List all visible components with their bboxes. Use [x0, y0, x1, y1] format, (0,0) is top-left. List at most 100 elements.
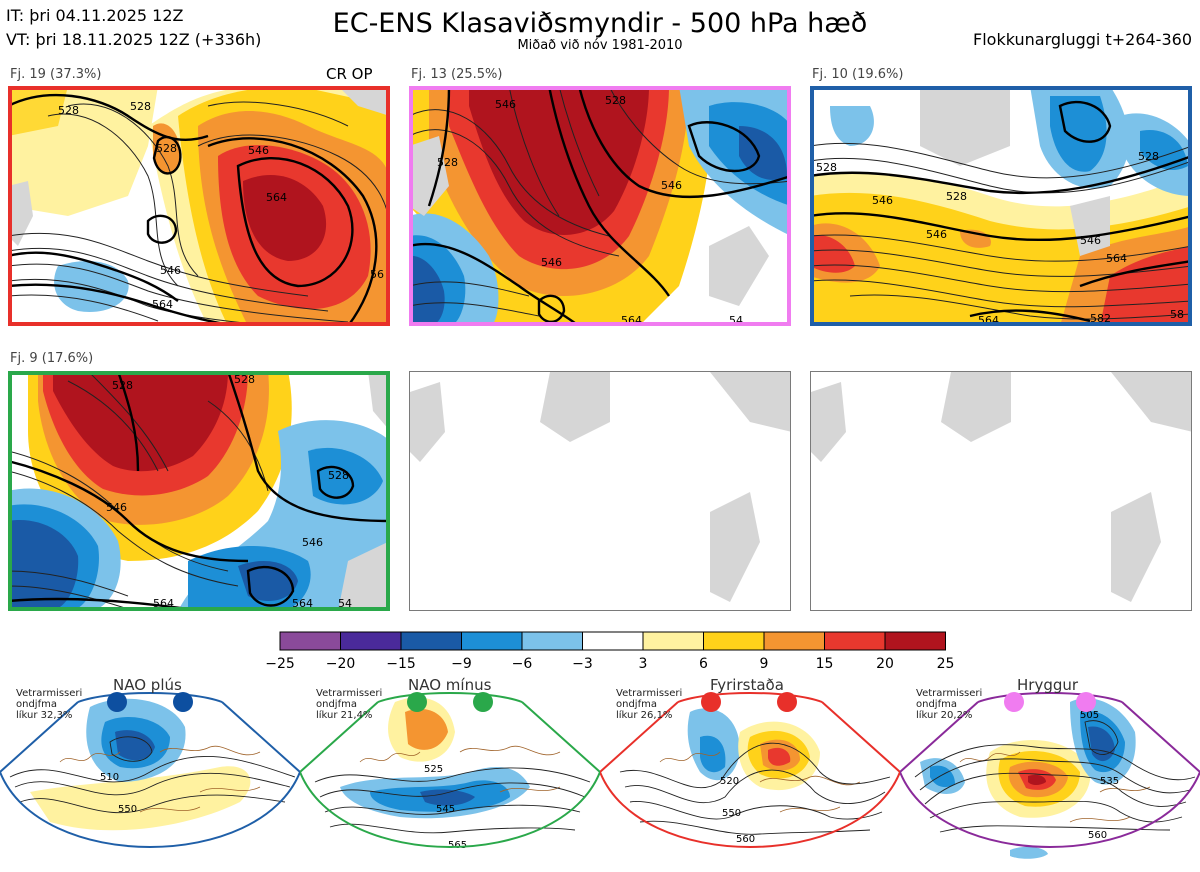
colorbar-cell — [521, 631, 583, 651]
page-subtitle: Miðað við nóv 1981-2010 — [517, 38, 683, 53]
colorbar-cell — [340, 631, 402, 651]
regime-nao-plus: 510 550 NAO plús Vetrarmisseri ondjfma l… — [0, 672, 300, 872]
colorbar-tick-label: 3 — [639, 656, 648, 672]
contour-label: 528 — [328, 469, 349, 482]
colorbar-tick-label: −15 — [386, 656, 416, 672]
contour-label: 546 — [1080, 234, 1101, 247]
colorbar-cell — [763, 631, 825, 651]
contour-label: 58 — [1170, 308, 1184, 321]
contour-label: 564 — [266, 191, 287, 204]
regime-nao-minus: 525 545 565 NAO mínus Vetrarmisseri ondj… — [300, 672, 600, 872]
regime-title: NAO plús — [113, 676, 182, 694]
colorbar-tick-label: −6 — [512, 656, 533, 672]
contour-label: 528 — [130, 100, 151, 113]
colorbar-cell — [400, 631, 462, 651]
issue-time: IT: þri 04.11.2025 12Z — [6, 6, 184, 25]
page-title: EC-ENS Klasaviðsmyndir - 500 hPa hæð — [332, 8, 868, 39]
cluster-frame — [8, 371, 390, 611]
colorbar-cell — [642, 631, 704, 651]
contour-label: 564 — [152, 298, 173, 311]
contour-label: 560 — [1088, 830, 1107, 841]
regime-title: NAO mínus — [408, 676, 492, 694]
contour-label: 510 — [100, 772, 119, 783]
contour-label: 54 — [338, 597, 352, 610]
regime-info: Vetrarmisseri ondjfma líkur 26,1% — [616, 688, 683, 721]
contour-label: 525 — [424, 764, 443, 775]
regime-title: Fyrirstaða — [710, 676, 784, 694]
colorbar-cell — [582, 631, 644, 651]
colorbar-cell — [461, 631, 523, 651]
cluster-label: Fj. 13 (25.5%) — [411, 67, 503, 82]
regime-info: Vetrarmisseri ondjfma líkur 21,4% — [316, 688, 383, 721]
contour-label: 546 — [302, 536, 323, 549]
cluster-map-fj13: 546 528 528 546 546 564 54 — [409, 86, 791, 326]
contour-label: 505 — [1080, 710, 1099, 721]
regime-frame — [0, 692, 300, 848]
colorbar-tick-label: −25 — [265, 656, 295, 672]
contour-label: 546 — [661, 179, 682, 192]
regime-dot — [1076, 692, 1096, 712]
contour-label: 535 — [1100, 776, 1119, 787]
contour-label: 564 — [153, 597, 174, 610]
colorbar-cell — [824, 631, 886, 651]
contour-label: 550 — [722, 808, 741, 819]
contour-label: 564 — [1106, 252, 1127, 265]
contour-label: 520 — [720, 776, 739, 787]
regime-dot — [777, 692, 797, 712]
contour-label: 56 — [370, 268, 384, 281]
regime-info: Vetrarmisseri ondjfma líkur 20,2% — [916, 688, 983, 721]
regime-frame — [600, 692, 900, 848]
cluster-map-fj19: 528 528 528 546 564 546 564 56 — [8, 86, 390, 326]
contour-label: 546 — [160, 264, 181, 277]
regime-dot — [473, 692, 493, 712]
colorbar-cell — [884, 631, 946, 651]
colorbar-tick-label: 15 — [816, 656, 834, 672]
cluster-map-fj10: 528 528 528 546 546 546 564 582 564 58 — [810, 86, 1192, 326]
contour-label: 528 — [58, 104, 79, 117]
regime-frame — [900, 692, 1200, 848]
contour-label: 546 — [495, 98, 516, 111]
regime-dot — [173, 692, 193, 712]
contour-label: 550 — [118, 804, 137, 815]
regime-blocking: 520 550 560 Fyrirstaða Vetrarmisseri ond… — [600, 672, 900, 872]
contour-label: 528 — [946, 190, 967, 203]
contour-label: 528 — [437, 156, 458, 169]
crop-label: CR OP — [326, 65, 373, 83]
cluster-label: Fj. 9 (17.6%) — [10, 351, 94, 366]
contour-label: 564 — [292, 597, 313, 610]
colorbar-tick-label: −9 — [451, 656, 472, 672]
contour-label: 546 — [106, 501, 127, 514]
regime-title: Hryggur — [1017, 676, 1079, 694]
cluster-label: Fj. 19 (37.3%) — [10, 67, 102, 82]
contour-label: 582 — [1090, 312, 1111, 325]
regime-dot — [107, 692, 127, 712]
contour-label: 546 — [541, 256, 562, 269]
colorbar-tick-label: 6 — [699, 656, 708, 672]
contour-label: 528 — [234, 373, 255, 386]
cluster-label: Fj. 10 (19.6%) — [812, 67, 904, 82]
contour-label: 528 — [112, 379, 133, 392]
colorbar-tick-label: 9 — [760, 656, 769, 672]
contour-label: 560 — [736, 834, 755, 845]
colorbar-tick-label: −20 — [326, 656, 356, 672]
valid-time: VT: þri 18.11.2025 12Z (+336h) — [6, 30, 262, 49]
colorbar: −25 −20 −15 −9 −6 −3 3 6 9 15 20 25 — [265, 631, 955, 672]
colorbar-cell — [703, 631, 765, 651]
contour-label: 565 — [448, 840, 467, 851]
contour-label: 546 — [248, 144, 269, 157]
colorbar-tick-label: 25 — [937, 656, 955, 672]
contour-label: 528 — [605, 94, 626, 107]
regime-dot — [701, 692, 721, 712]
contour-label: 546 — [926, 228, 947, 241]
classification-window: Flokkunargluggi t+264-360 — [973, 30, 1192, 49]
colorbar-tick-label: 20 — [876, 656, 894, 672]
regime-info: Vetrarmisseri ondjfma líkur 32,3% — [16, 688, 83, 721]
colorbar-cell — [279, 631, 341, 651]
cluster-frame — [8, 86, 390, 326]
colorbar-tick-label: −3 — [572, 656, 593, 672]
regime-dot — [407, 692, 427, 712]
cluster-frame — [409, 86, 791, 326]
contour-label: 528 — [156, 142, 177, 155]
cluster-frame — [810, 86, 1192, 326]
contour-label: 545 — [436, 804, 455, 815]
